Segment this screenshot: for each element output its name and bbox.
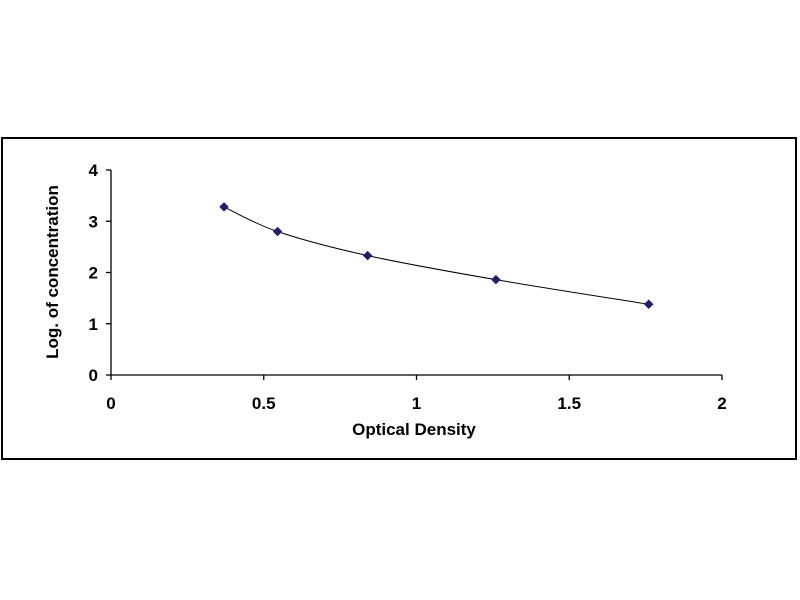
data-point xyxy=(219,202,229,212)
data-point xyxy=(491,274,501,285)
y-axis-label: Log. of concentration xyxy=(43,185,62,359)
x-axis-label: Optical Density xyxy=(352,420,476,439)
x-tick-label: 0 xyxy=(106,394,115,413)
chart-frame xyxy=(1,137,797,460)
axes xyxy=(110,170,722,376)
fit-curve xyxy=(223,206,649,305)
x-tick-label: 1.5 xyxy=(557,394,581,413)
data-point xyxy=(272,226,283,237)
y-tick-label: 0 xyxy=(89,366,98,385)
x-tick-label: 1 xyxy=(412,394,421,413)
y-tick-label: 3 xyxy=(89,212,98,231)
x-tick-label: 0.5 xyxy=(252,394,276,413)
y-tick-label: 1 xyxy=(89,315,98,334)
data-point xyxy=(362,250,373,261)
y-tick-label: 4 xyxy=(89,161,99,180)
data-point xyxy=(643,299,654,310)
data-points xyxy=(219,202,654,310)
ticks: 0 1 2 3 4 0 0.5 1 1.5 2 xyxy=(89,161,727,413)
fit-curve-layer xyxy=(223,206,649,305)
y-tick-label: 2 xyxy=(89,264,98,283)
x-tick-label: 2 xyxy=(717,394,726,413)
